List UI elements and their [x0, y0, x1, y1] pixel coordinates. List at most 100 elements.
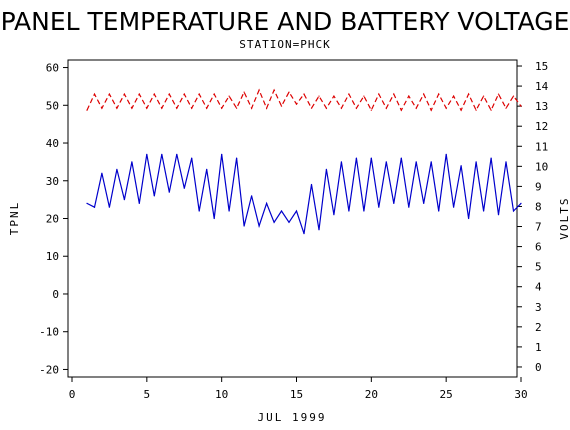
- voltage-point: [505, 107, 507, 109]
- voltage-point: [266, 107, 268, 109]
- temperature-point: [288, 221, 290, 223]
- temperature-point: [236, 157, 238, 159]
- voltage-point: [288, 91, 290, 93]
- voltage-point: [161, 107, 163, 109]
- chart-title: PANEL TEMPERATURE AND BATTERY VOLTAGE: [1, 7, 570, 36]
- y-left-tick-label: 40: [46, 137, 59, 150]
- voltage-point: [295, 103, 298, 105]
- y-left-tick-label: 30: [46, 175, 59, 188]
- temperature-point: [340, 161, 342, 163]
- voltage-point: [213, 93, 215, 95]
- y-right-tick-label: 8: [535, 200, 542, 213]
- chart-subtitle: STATION=PHCK: [239, 38, 330, 51]
- temperature-point: [213, 217, 215, 220]
- y-left-tick-label: 60: [46, 62, 59, 75]
- y-right-tick-label: 7: [535, 221, 542, 234]
- voltage-point: [221, 107, 223, 109]
- y-left-tick-label: 20: [46, 213, 59, 226]
- temperature-point: [108, 206, 110, 208]
- temperature-point: [490, 157, 492, 159]
- voltage-point: [123, 93, 125, 95]
- temperature-point: [198, 210, 200, 212]
- voltage-point: [453, 95, 455, 97]
- y-left-tick-label: 50: [46, 99, 59, 112]
- voltage-point: [280, 105, 283, 107]
- voltage-point: [93, 93, 96, 95]
- y-axis-label-left: TPNL: [8, 201, 21, 236]
- temperature-point: [430, 161, 432, 163]
- y-right-tick-label: 0: [535, 361, 542, 374]
- voltage-point: [348, 93, 350, 95]
- voltage-point: [228, 95, 230, 97]
- temperature-point: [303, 233, 305, 235]
- temperature-point: [348, 210, 350, 212]
- temperature-point: [310, 183, 313, 186]
- voltage-point: [340, 107, 342, 109]
- voltage-point: [101, 107, 103, 109]
- plot-frame: [67, 59, 518, 378]
- temperature-point: [243, 225, 245, 227]
- x-tick-label: 10: [215, 388, 228, 401]
- temperature-point: [460, 165, 462, 167]
- temperature-point: [101, 172, 103, 174]
- temperature-point: [378, 206, 380, 208]
- voltage-point: [243, 91, 245, 93]
- voltage-point: [310, 107, 313, 109]
- temperature-point: [512, 210, 515, 212]
- temperature-point: [468, 217, 470, 220]
- voltage-point: [363, 95, 365, 97]
- voltage-point: [400, 109, 402, 111]
- temperature-point: [251, 195, 253, 197]
- temperature-point: [176, 153, 178, 155]
- voltage-point: [325, 107, 327, 109]
- y-right-tick-label: 13: [535, 100, 548, 113]
- voltage-point: [520, 105, 522, 107]
- voltage-point: [512, 95, 515, 97]
- y-right-tick-label: 10: [535, 160, 548, 173]
- y-axis-label-right: VOLTS: [558, 196, 570, 239]
- y-right-tick-label: 3: [535, 301, 542, 314]
- temperature-point: [123, 199, 125, 201]
- x-tick-label: 30: [514, 388, 527, 401]
- temperature-point: [400, 157, 402, 159]
- temperature-point: [355, 157, 357, 159]
- voltage-point: [460, 109, 462, 111]
- temperature-point: [385, 161, 387, 163]
- y-left-tick-label: 0: [52, 288, 59, 301]
- y-right-tick-label: 4: [535, 281, 542, 294]
- temperature-point: [505, 161, 507, 163]
- voltage-point: [236, 107, 238, 109]
- voltage-point: [497, 93, 500, 95]
- voltage-point: [385, 107, 387, 109]
- temperature-point: [318, 229, 320, 231]
- temperature-point: [370, 157, 372, 159]
- voltage-point: [445, 107, 447, 109]
- voltage-point: [475, 109, 477, 111]
- voltage-point: [333, 95, 335, 97]
- y-right-tick-label: 6: [535, 241, 542, 254]
- temperature-point: [116, 168, 118, 170]
- series-layer: [86, 88, 522, 235]
- y-left-tick-label: -20: [39, 363, 59, 376]
- temperature-point: [475, 161, 477, 163]
- y-right-tick-label: 14: [535, 80, 549, 93]
- voltage-point: [393, 93, 395, 95]
- voltage-point: [370, 109, 372, 111]
- x-tick-label: 0: [69, 388, 76, 401]
- y-right-tick-label: 11: [535, 140, 548, 153]
- temperature-point: [273, 221, 275, 223]
- y-left-tick-label: 10: [46, 250, 59, 263]
- voltage-point: [138, 93, 140, 95]
- temperature-point: [333, 214, 335, 216]
- panel-temperature-line: [86, 154, 522, 234]
- voltage-point: [415, 107, 417, 109]
- y-right-tick-label: 1: [535, 341, 542, 354]
- temperature-point: [153, 195, 155, 197]
- temperature-point: [258, 225, 260, 227]
- temperature-point: [295, 210, 298, 212]
- voltage-point: [146, 107, 148, 109]
- temperature-point: [520, 202, 522, 204]
- temperature-point: [191, 157, 193, 159]
- voltage-point: [490, 109, 492, 111]
- temperature-point: [393, 202, 395, 204]
